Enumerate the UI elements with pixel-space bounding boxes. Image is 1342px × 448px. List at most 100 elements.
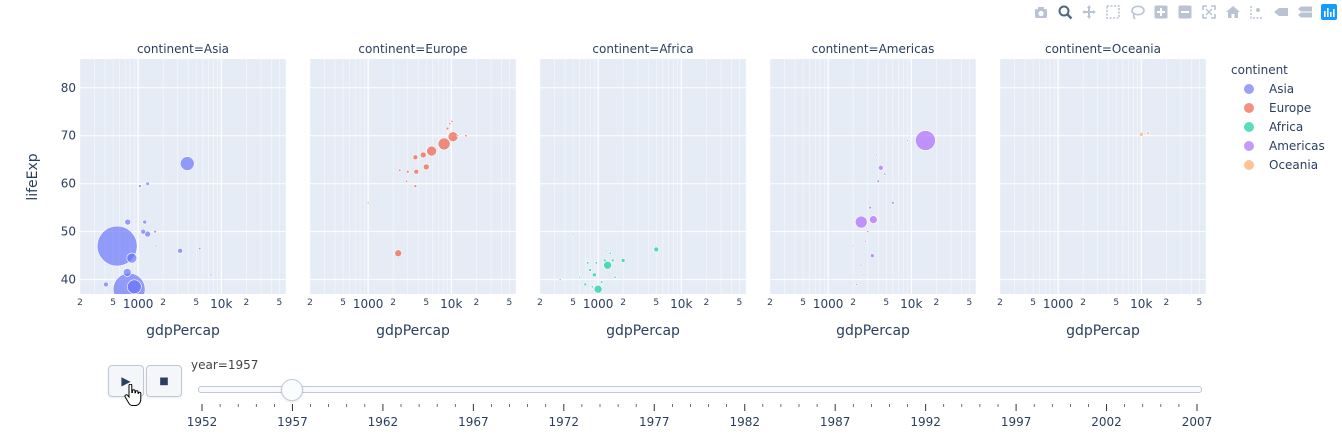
data-point[interactable] bbox=[142, 219, 148, 225]
data-point[interactable] bbox=[586, 261, 590, 265]
data-point[interactable] bbox=[426, 145, 437, 157]
data-point[interactable] bbox=[906, 139, 909, 142]
data-point[interactable] bbox=[140, 228, 146, 235]
data-point[interactable] bbox=[866, 230, 870, 234]
plotly-logo-button[interactable] bbox=[1320, 3, 1338, 21]
data-point[interactable] bbox=[422, 163, 430, 171]
data-point[interactable] bbox=[366, 201, 370, 205]
data-point[interactable] bbox=[464, 134, 468, 138]
pan-button[interactable] bbox=[1080, 3, 1098, 21]
data-point[interactable] bbox=[413, 184, 418, 188]
data-point[interactable] bbox=[883, 172, 887, 176]
data-point[interactable] bbox=[620, 258, 626, 263]
data-point[interactable] bbox=[394, 249, 403, 258]
data-point[interactable] bbox=[198, 246, 202, 251]
data-point[interactable] bbox=[869, 215, 878, 224]
data-point[interactable] bbox=[613, 275, 617, 279]
data-point[interactable] bbox=[653, 246, 660, 253]
zoom-button[interactable] bbox=[1056, 3, 1074, 21]
slider-year-label[interactable]: 1992 bbox=[910, 415, 941, 429]
slider-year-label[interactable]: 1977 bbox=[639, 415, 670, 429]
data-point[interactable] bbox=[153, 229, 157, 234]
data-point[interactable] bbox=[578, 275, 581, 279]
slider-year-label[interactable]: 1997 bbox=[1001, 415, 1032, 429]
data-point[interactable] bbox=[588, 268, 592, 272]
data-point[interactable] bbox=[406, 169, 410, 174]
facet-panel-oceania[interactable]: continent=Oceania 2 5 1000 2 5 10k 2 5 gdpPercap bbox=[997, 42, 1207, 339]
data-point[interactable] bbox=[583, 282, 588, 287]
slider-year-label[interactable]: 1987 bbox=[820, 415, 851, 429]
facet-panel-europe[interactable]: continent=Europe 2 5 1000 2 5 10k 2 5 gdpPercap bbox=[307, 42, 517, 339]
data-point[interactable] bbox=[445, 126, 450, 131]
play-button[interactable]: ▶ bbox=[108, 365, 144, 397]
data-point[interactable] bbox=[862, 273, 866, 277]
slider-year-label[interactable]: 2007 bbox=[1182, 415, 1213, 429]
zoom-in-button[interactable] bbox=[1152, 3, 1170, 21]
data-point[interactable] bbox=[122, 268, 132, 277]
data-point[interactable] bbox=[590, 285, 594, 289]
data-point[interactable] bbox=[154, 244, 158, 248]
autoscale-button[interactable] bbox=[1200, 3, 1218, 21]
data-point[interactable] bbox=[594, 261, 598, 265]
slider-year-label[interactable]: 1962 bbox=[368, 415, 399, 429]
slider-year-label[interactable]: 1957 bbox=[277, 415, 308, 429]
slider-year-label[interactable]: 1982 bbox=[729, 415, 760, 429]
data-point[interactable] bbox=[851, 244, 855, 248]
legend-item-africa[interactable]: Africa bbox=[1244, 120, 1303, 134]
data-point[interactable] bbox=[870, 253, 875, 258]
camera-button[interactable] bbox=[1032, 3, 1050, 21]
data-point[interactable] bbox=[859, 263, 863, 267]
data-point[interactable] bbox=[558, 278, 562, 281]
year-slider-track[interactable] bbox=[198, 386, 1202, 393]
slider-year-label[interactable]: 1967 bbox=[458, 415, 489, 429]
legend-item-americas[interactable]: Americas bbox=[1244, 139, 1325, 153]
legend-item-asia[interactable]: Asia bbox=[1244, 82, 1294, 96]
data-point[interactable] bbox=[1146, 131, 1150, 136]
data-point[interactable] bbox=[604, 249, 608, 253]
box-select-button[interactable] bbox=[1104, 3, 1122, 21]
data-point[interactable] bbox=[448, 122, 452, 126]
data-point[interactable] bbox=[855, 283, 858, 286]
data-point[interactable] bbox=[209, 273, 213, 277]
facet-panel-africa[interactable]: continent=Africa 2 5 1000 2 5 10k 2 5 gdpPercap bbox=[537, 42, 747, 339]
data-point[interactable] bbox=[126, 252, 138, 264]
facet-panel-americas[interactable]: continent=Americas 2 5 1000 2 5 10k 2 5 gdpPercap bbox=[767, 42, 977, 339]
data-point[interactable] bbox=[593, 284, 603, 294]
data-point[interactable] bbox=[413, 168, 420, 175]
data-point[interactable] bbox=[447, 131, 459, 142]
data-point[interactable] bbox=[398, 168, 402, 172]
data-point[interactable] bbox=[419, 151, 427, 159]
data-point[interactable] bbox=[602, 258, 607, 263]
data-point[interactable] bbox=[127, 279, 142, 294]
data-point[interactable] bbox=[603, 260, 612, 270]
home-button[interactable] bbox=[1224, 3, 1242, 21]
slider-year-label[interactable]: 1972 bbox=[549, 415, 580, 429]
data-point[interactable] bbox=[599, 280, 604, 284]
lasso-button[interactable] bbox=[1128, 3, 1146, 21]
hover-closest-button[interactable] bbox=[1272, 3, 1290, 21]
data-point[interactable] bbox=[854, 215, 868, 229]
data-point[interactable] bbox=[124, 218, 132, 226]
data-point[interactable] bbox=[412, 154, 419, 161]
data-point[interactable] bbox=[876, 179, 880, 184]
data-point[interactable] bbox=[145, 181, 150, 186]
data-point[interactable] bbox=[138, 184, 142, 188]
data-point[interactable] bbox=[610, 258, 615, 263]
data-point[interactable] bbox=[592, 272, 597, 278]
data-point[interactable] bbox=[456, 134, 460, 138]
data-point[interactable] bbox=[868, 205, 872, 210]
data-point[interactable] bbox=[875, 153, 878, 157]
data-point[interactable] bbox=[179, 156, 195, 171]
data-point[interactable] bbox=[915, 130, 936, 151]
data-point[interactable] bbox=[177, 248, 183, 254]
data-point[interactable] bbox=[864, 239, 867, 243]
slider-year-label[interactable]: 2002 bbox=[1091, 415, 1122, 429]
data-point[interactable] bbox=[891, 201, 895, 205]
data-point[interactable] bbox=[437, 137, 451, 151]
legend-item-oceania[interactable]: Oceania bbox=[1244, 158, 1318, 172]
data-point[interactable] bbox=[878, 165, 884, 171]
data-point[interactable] bbox=[571, 232, 575, 236]
data-point[interactable] bbox=[405, 179, 409, 183]
stop-button[interactable]: ■ bbox=[146, 365, 182, 397]
data-point[interactable] bbox=[608, 251, 612, 255]
